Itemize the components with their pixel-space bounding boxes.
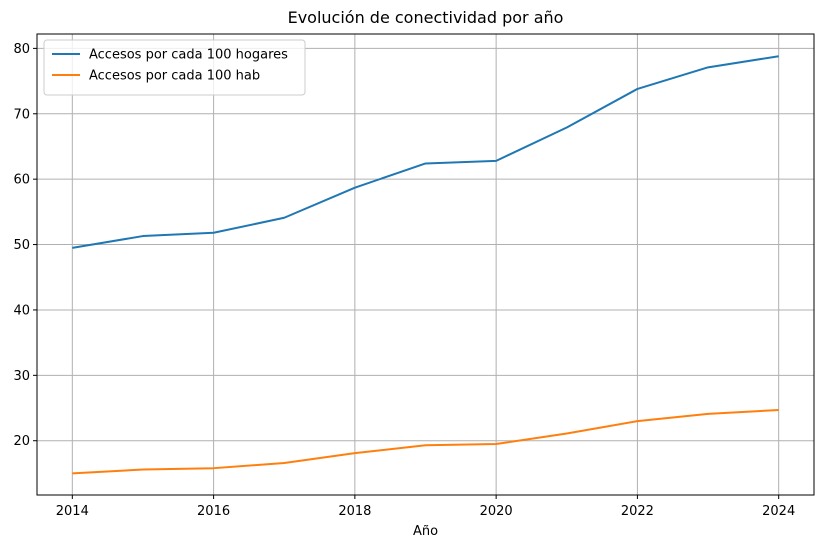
- series-line-2: [72, 408, 779, 475]
- legend: Accesos por cada 100 hogares Accesos por …: [43, 39, 306, 96]
- legend-label: Accesos por cada 100 hab: [89, 69, 260, 84]
- x-tick-label: 2022: [621, 504, 654, 519]
- chart-title: Evolución de conectividad por año: [288, 8, 564, 27]
- y-tick-label: 60: [13, 173, 30, 188]
- x-tick-label: 2018: [338, 504, 371, 519]
- y-tick-label: 70: [13, 107, 30, 122]
- x-tick-label: 2020: [480, 504, 513, 519]
- y-axis: 20 30 40 50 60 70 80: [13, 42, 37, 449]
- series-lines: [72, 55, 779, 475]
- plot-frame: [36, 33, 815, 496]
- y-tick-label: 20: [13, 434, 30, 449]
- x-axis-label: Año: [413, 524, 438, 539]
- x-tick-label: 2016: [197, 504, 230, 519]
- x-axis: 2014 2016 2018 2020 2022 2024: [56, 495, 795, 519]
- legend-label: Accesos por cada 100 hogares: [89, 48, 288, 63]
- y-tick-label: 40: [13, 303, 30, 318]
- grid-lines: [37, 34, 814, 495]
- y-tick-label: 50: [13, 238, 30, 253]
- y-tick-label: 80: [13, 42, 30, 57]
- x-tick-label: 2024: [762, 504, 795, 519]
- series-line-1: [72, 55, 779, 249]
- legend-box: [43, 39, 306, 96]
- x-tick-label: 2014: [56, 504, 89, 519]
- y-tick-label: 30: [13, 369, 30, 384]
